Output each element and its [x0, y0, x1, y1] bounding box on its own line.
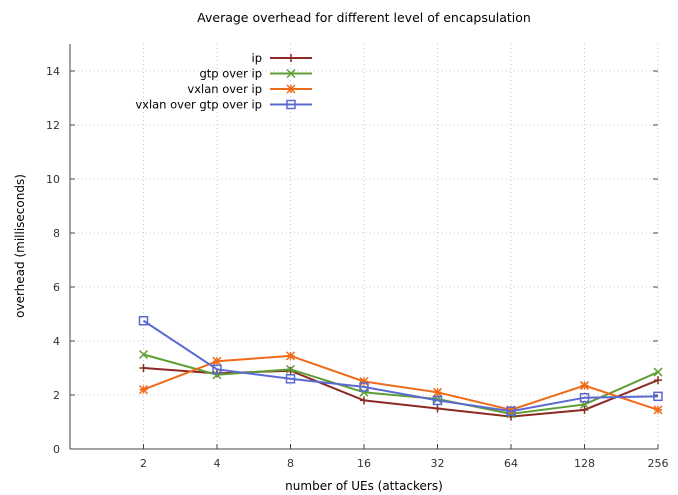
x-tick-labels: 2 4 8 16 32 64 128 256 — [140, 457, 669, 470]
y-tick-label: 2 — [53, 389, 60, 402]
legend-item: ip — [252, 51, 312, 65]
data-point — [506, 406, 516, 416]
legend-item: vxlan over gtp over ip — [135, 98, 312, 112]
marker-stroke — [138, 385, 149, 395]
marker-stroke — [359, 376, 369, 387]
legend-marker — [286, 99, 296, 110]
marker-stroke — [286, 99, 296, 110]
marker-stroke — [285, 374, 296, 384]
data-point — [285, 374, 296, 384]
marker-stroke — [212, 370, 222, 380]
data-point — [432, 387, 443, 397]
marker-stroke — [359, 387, 369, 397]
y-tick-label: 14 — [46, 65, 60, 78]
y-tick-label: 10 — [46, 173, 60, 186]
data-point — [653, 367, 663, 377]
legend-item: gtp over ip — [199, 67, 312, 81]
data-point — [212, 356, 222, 366]
marker-stroke — [285, 351, 296, 361]
series-group — [138, 316, 663, 421]
series-line — [143, 354, 659, 411]
marker-stroke — [359, 382, 369, 392]
data-point — [654, 376, 662, 385]
data-point — [285, 351, 296, 361]
y-tick-label: 4 — [53, 335, 60, 348]
data-point — [285, 364, 296, 374]
marker-stroke — [286, 84, 296, 94]
marker-stroke — [653, 391, 663, 402]
legend-label: vxlan over ip — [187, 82, 262, 96]
data-point — [653, 391, 663, 402]
marker-stroke — [212, 356, 222, 366]
marker-stroke — [653, 405, 663, 415]
x-tick-label: 8 — [287, 457, 294, 470]
y-tick-label: 12 — [46, 119, 60, 132]
marker-stroke — [579, 381, 590, 391]
marker-stroke — [506, 406, 516, 416]
legend-label: vxlan over gtp over ip — [135, 98, 262, 112]
x-tick-label: 32 — [431, 457, 445, 470]
marker-stroke — [432, 395, 443, 406]
data-point — [580, 405, 589, 414]
data-point — [138, 316, 149, 326]
y-tick-labels: 0 2 4 6 8 10 12 14 — [46, 65, 60, 456]
legend-label: gtp over ip — [199, 67, 262, 81]
data-point — [359, 382, 369, 392]
chart-title: Average overhead for different level of … — [197, 10, 531, 25]
x-tick-label: 2 — [140, 457, 147, 470]
x-tick-label: 64 — [504, 457, 518, 470]
y-tick-label: 0 — [53, 443, 60, 456]
legend-label: ip — [252, 51, 263, 65]
data-point — [433, 404, 442, 413]
legend-marker — [287, 54, 295, 62]
data-point — [579, 381, 590, 391]
marker-stroke — [432, 387, 443, 397]
series-vxlan-over-gtp-over-ip — [138, 316, 663, 416]
marker-stroke — [286, 68, 296, 79]
x-axis-label: number of UEs (attackers) — [285, 479, 443, 493]
y-tick-label: 8 — [53, 227, 60, 240]
x-tick-label: 16 — [357, 457, 371, 470]
legend-marker — [286, 84, 296, 94]
data-point — [653, 405, 663, 415]
marker-stroke — [285, 364, 296, 374]
series-line — [142, 319, 659, 413]
series-vxlan-over-ip — [138, 351, 663, 415]
data-point — [432, 395, 443, 406]
legend-marker — [286, 68, 296, 79]
y-tick-label: 6 — [53, 281, 60, 294]
marker-stroke — [579, 392, 590, 403]
marker-stroke — [653, 367, 663, 377]
data-point — [359, 387, 369, 397]
data-point — [139, 364, 148, 372]
marker-stroke — [138, 349, 149, 360]
data-point — [579, 392, 590, 403]
legend-item: vxlan over ip — [187, 82, 312, 96]
x-tick-label: 256 — [648, 457, 669, 470]
x-tick-label: 4 — [214, 457, 221, 470]
data-point — [360, 396, 368, 405]
series-ip — [139, 364, 662, 421]
axes — [69, 44, 659, 450]
data-point — [138, 349, 149, 360]
data-point — [359, 376, 369, 387]
data-point — [212, 370, 222, 380]
series-line — [143, 353, 659, 415]
marker-stroke — [138, 316, 149, 326]
data-point — [138, 385, 149, 395]
y-axis-label: overhead (milliseconds) — [13, 174, 27, 318]
data-point — [212, 364, 222, 375]
marker-stroke — [212, 364, 222, 375]
x-tick-label: 128 — [574, 457, 595, 470]
